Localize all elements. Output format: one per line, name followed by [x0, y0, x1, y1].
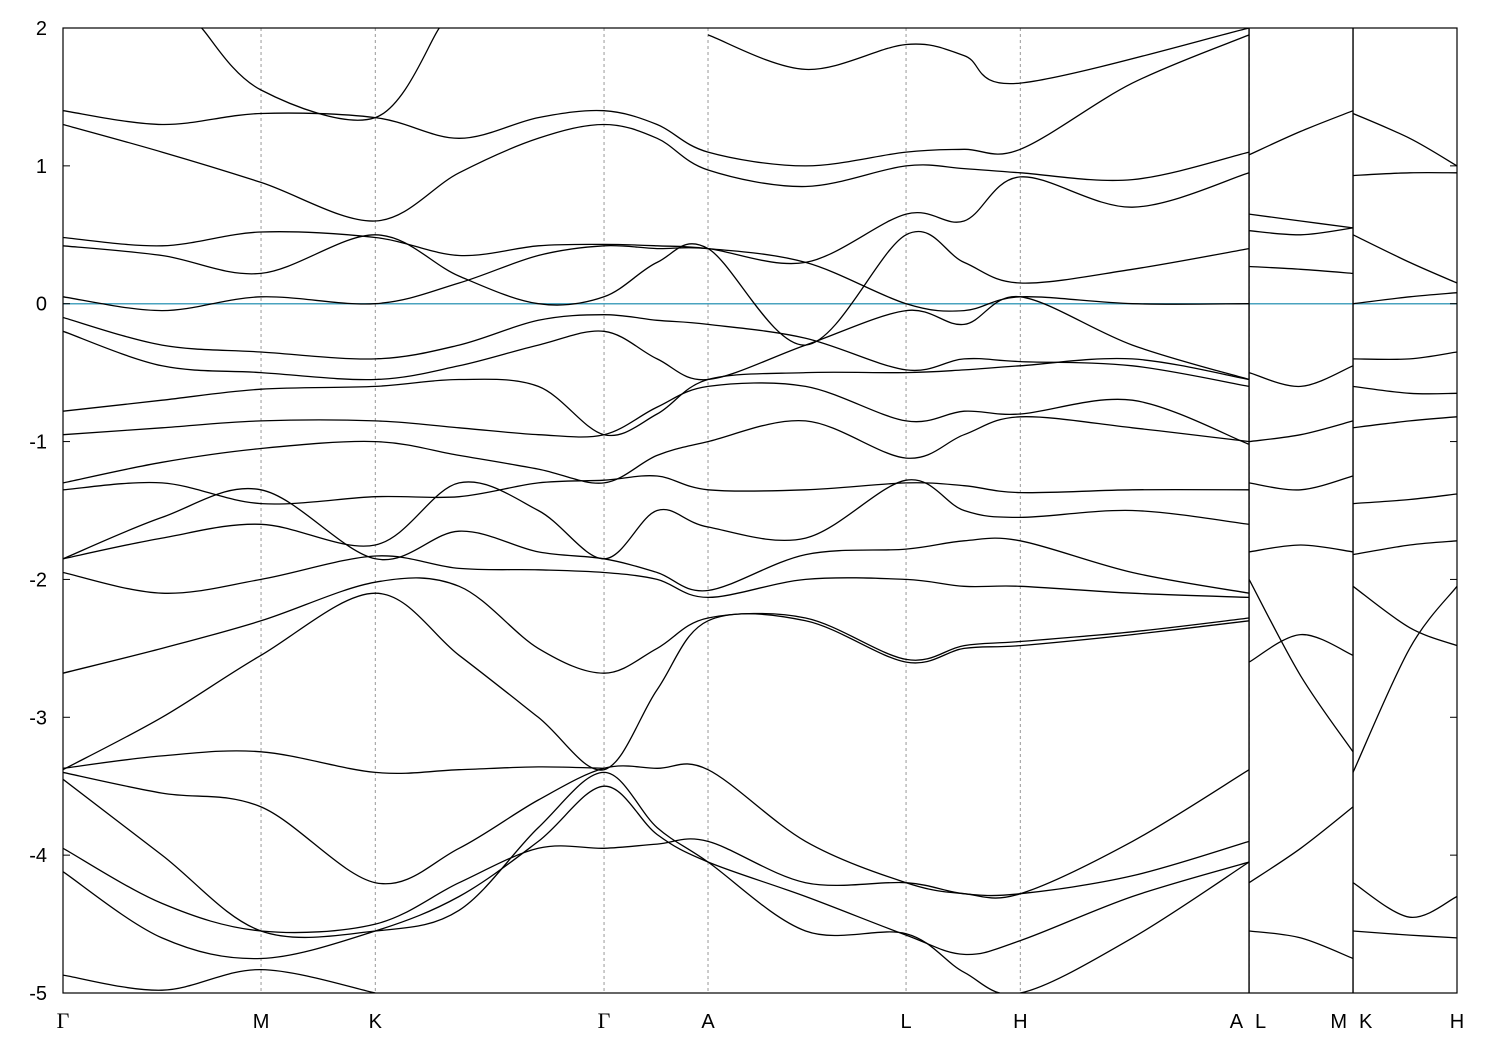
band-line: [1352, 292, 1457, 305]
x-tick-label: M: [253, 1011, 270, 1033]
band-line: [1248, 110, 1354, 156]
y-axis-ticks: -5 -4 -3 -2 -1 0 1 2: [29, 18, 1457, 1005]
band-line: [1352, 234, 1457, 284]
segment-breaks: [1248, 28, 1354, 993]
y-tick-label: -1: [29, 432, 47, 454]
x-tick-label: H: [1450, 1011, 1464, 1033]
band-line: [707, 28, 1250, 85]
plot-frame: [62, 27, 1458, 994]
band-line: [1352, 416, 1457, 429]
band-line: [1249, 544, 1354, 553]
band-line: [1249, 930, 1354, 960]
band-line: [63, 592, 1250, 771]
x-tick-label: A: [701, 1011, 715, 1033]
band-line: [1248, 365, 1354, 388]
band-line: [1352, 112, 1457, 167]
band-line: [1352, 351, 1457, 361]
band-line: [1352, 171, 1457, 177]
band-line: [1249, 475, 1354, 491]
band-line: [1352, 385, 1457, 395]
band-line: [63, 475, 1250, 505]
y-tick-label: -2: [29, 569, 47, 591]
band-line: [1249, 420, 1354, 443]
band-line: [1249, 227, 1354, 236]
band-line: [1352, 493, 1457, 505]
x-tick-label: Γ: [57, 1008, 70, 1033]
band-line: [1249, 265, 1354, 275]
band-line: [63, 487, 1250, 594]
band-line: [63, 750, 605, 775]
x-tick-label: K: [369, 1011, 383, 1033]
band-line: [63, 771, 1250, 993]
band-line: [1352, 585, 1457, 773]
band-line: [63, 172, 1250, 265]
band-line: [63, 577, 1250, 674]
y-tick-label: -3: [29, 707, 47, 729]
band-line: [63, 123, 1250, 222]
high-symmetry-gridlines: [260, 28, 1354, 993]
x-tick-label: A: [1230, 1011, 1244, 1033]
band-line: [1352, 585, 1457, 647]
band-line: [63, 416, 1250, 484]
band-line: [1248, 806, 1354, 884]
band-line: [63, 785, 1250, 960]
band-line: [63, 34, 1250, 167]
band-line: [1352, 540, 1457, 556]
band-line: [1249, 213, 1354, 229]
band-line: [63, 314, 1250, 388]
band-line: [63, 382, 1250, 445]
band-line: [1352, 882, 1457, 918]
y-tick-label: 2: [36, 18, 47, 40]
x-tick-label: K: [1359, 1011, 1373, 1033]
band-line: [63, 479, 1250, 560]
y-tick-label: 0: [36, 294, 47, 316]
x-tick-label: M: [1330, 1011, 1347, 1033]
band-line: [1352, 930, 1457, 939]
band-line: [63, 296, 1250, 381]
y-tick-label: 1: [36, 156, 47, 178]
band-line: [63, 968, 376, 993]
band-line: [1248, 633, 1354, 663]
band-line: [63, 838, 1250, 934]
x-tick-label: H: [1013, 1011, 1027, 1033]
band-line: [201, 28, 440, 121]
y-tick-label: -5: [29, 983, 47, 1005]
x-tick-label: L: [1255, 1011, 1266, 1033]
band-line: [1248, 579, 1354, 753]
band-line: [63, 230, 1250, 346]
band-lines: [63, 28, 1457, 993]
x-tick-label: Γ: [598, 1008, 611, 1033]
x-tick-label: L: [900, 1011, 911, 1033]
band-line: [63, 244, 1250, 312]
band-line: [63, 555, 1250, 599]
band-line: [63, 763, 1250, 899]
band-line: [63, 357, 1250, 437]
y-tick-label: -4: [29, 845, 47, 867]
